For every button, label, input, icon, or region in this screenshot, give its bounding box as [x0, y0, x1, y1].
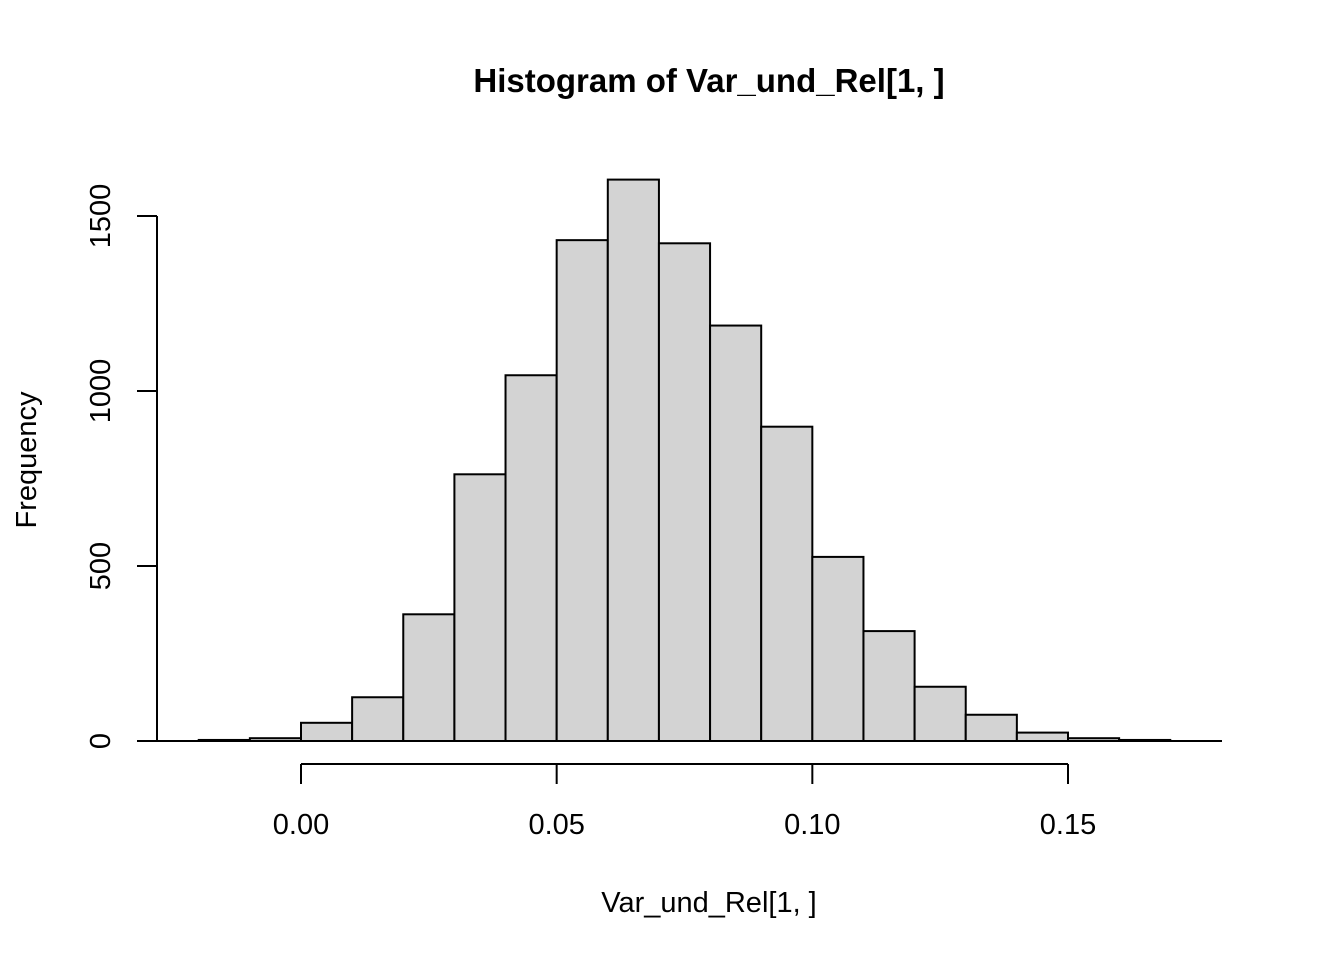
y-axis-label: Frequency: [11, 391, 43, 529]
histogram-bar-2: [300, 721, 354, 742]
y-tick-label-1: 500: [85, 542, 117, 590]
histogram-bar-10: [709, 324, 763, 742]
x-axis-ticks: 0.00 0.05 0.10 0.15: [273, 764, 1096, 841]
x-tick-label-2: 0.10: [784, 809, 840, 841]
y-axis-ticks: 0 500 1000 1500: [85, 184, 157, 749]
histogram-bar-5: [453, 473, 507, 742]
histogram-bar-12: [811, 555, 865, 743]
y-tick-label-3: 1500: [85, 184, 117, 249]
histogram-bar-9: [657, 242, 712, 743]
histogram-bar-4: [402, 613, 456, 742]
chart-title: Histogram of Var_und_Rel[1, ]: [473, 62, 944, 99]
x-axis-label: Var_und_Rel[1, ]: [601, 887, 817, 919]
histogram-bars: [197, 178, 1172, 743]
histogram-bar-8: [606, 178, 660, 743]
y-tick-label-2: 1000: [85, 359, 117, 424]
histogram-bar-7: [555, 239, 609, 742]
histogram-bar-6: [504, 374, 558, 742]
histogram-bar-16: [1015, 731, 1069, 742]
x-tick-label-0: 0.00: [273, 809, 329, 841]
y-tick-label-0: 0: [85, 733, 117, 749]
histogram-bar-14: [913, 685, 967, 742]
histogram-bar-15: [964, 713, 1018, 742]
x-tick-label-3: 0.15: [1040, 809, 1096, 841]
histogram-bar-13: [862, 630, 916, 742]
histogram-bar-11: [760, 425, 814, 742]
x-tick-label-1: 0.05: [528, 809, 584, 841]
histogram-bar-3: [351, 696, 405, 742]
